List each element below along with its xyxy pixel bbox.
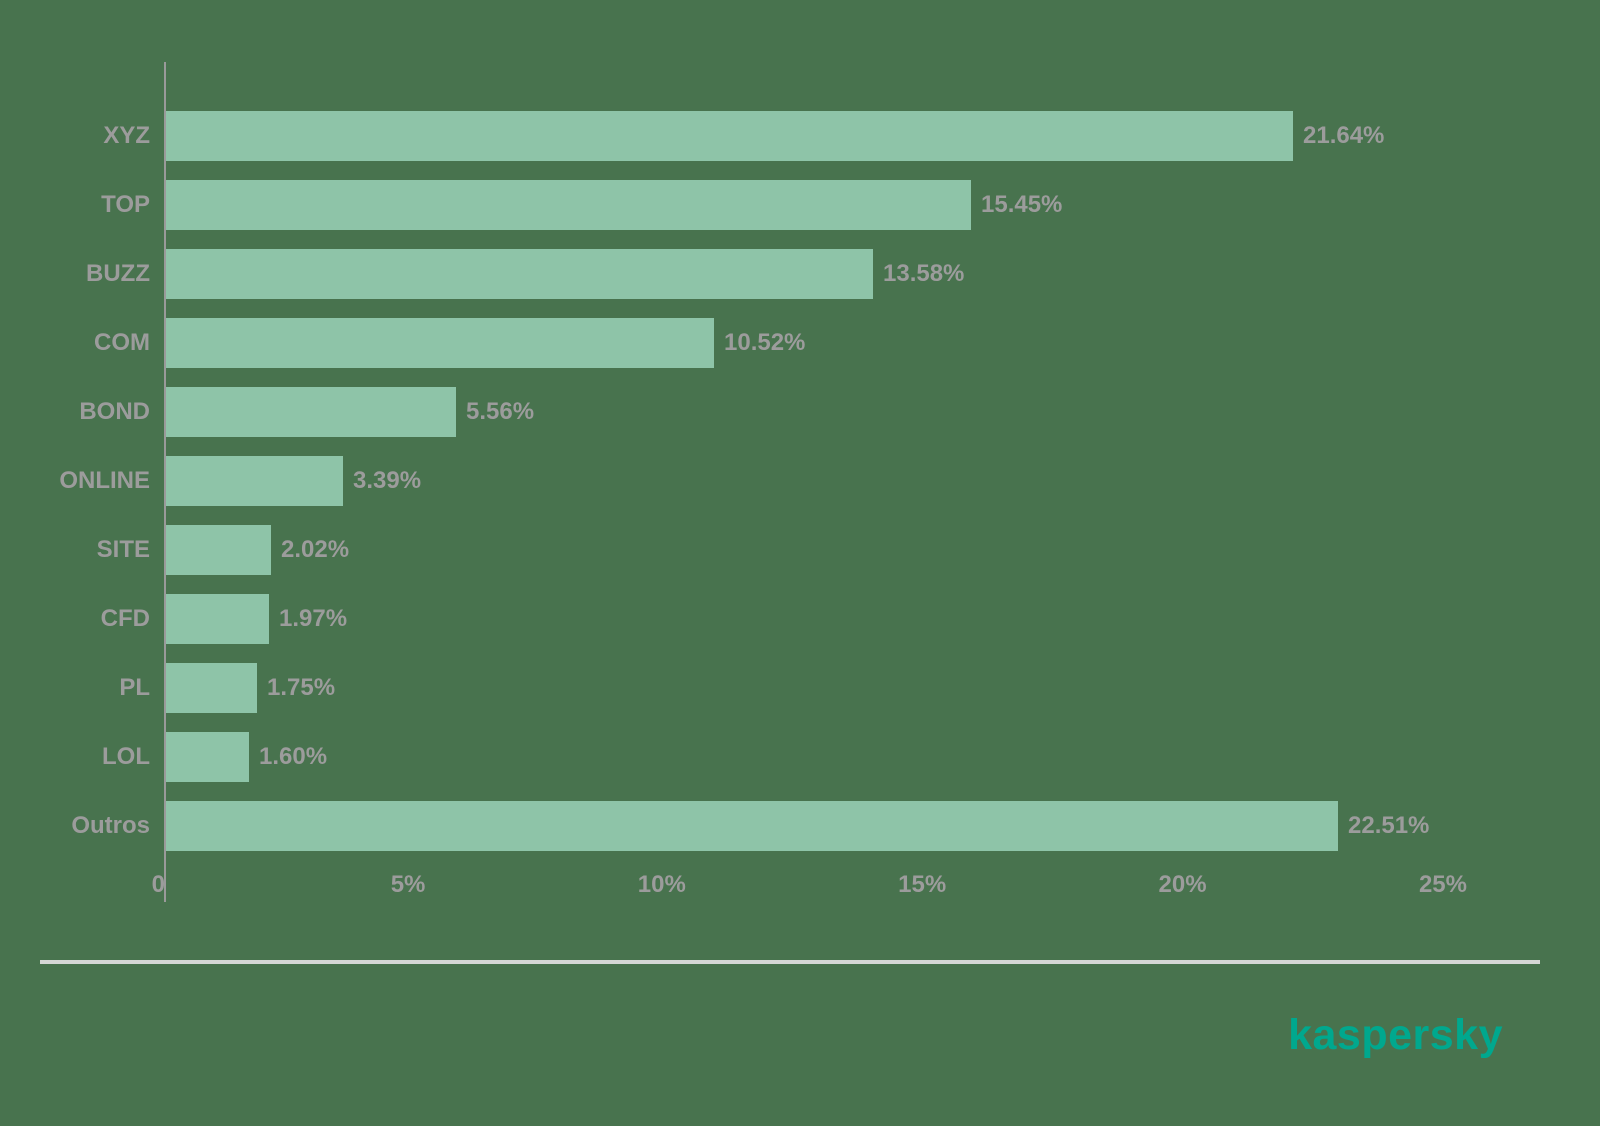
category-label: SITE	[96, 536, 150, 563]
bar	[166, 387, 456, 437]
x-axis-tick-label: 0	[151, 871, 165, 898]
value-label: 5.56%	[466, 398, 535, 425]
bar	[166, 732, 249, 782]
bar	[166, 318, 714, 368]
category-label: XYZ	[103, 122, 150, 149]
bar	[166, 249, 873, 299]
bar	[166, 594, 269, 644]
value-label: 1.60%	[259, 743, 328, 770]
value-label: 13.58%	[883, 260, 965, 287]
bar	[166, 456, 343, 506]
category-label: TOP	[101, 191, 150, 218]
x-axis-tick-label: 5%	[390, 871, 426, 898]
bar	[166, 801, 1338, 851]
category-label: CFD	[100, 605, 150, 632]
value-label: 22.51%	[1348, 812, 1430, 839]
category-label: BOND	[79, 398, 150, 425]
value-label: 10.52%	[724, 329, 806, 356]
bar	[166, 525, 271, 575]
value-label: 1.75%	[267, 674, 336, 701]
category-label: BUZZ	[86, 260, 150, 287]
category-label: Outros	[71, 812, 150, 839]
kaspersky-logo: kaspersky	[1288, 1011, 1503, 1059]
bar	[166, 663, 257, 713]
value-label: 15.45%	[981, 191, 1063, 218]
x-axis-tick-label: 15%	[898, 871, 947, 898]
bar	[166, 111, 1293, 161]
category-label: LOL	[102, 743, 150, 770]
category-label: PL	[119, 674, 150, 701]
bar	[166, 180, 971, 230]
y-axis-line	[164, 62, 166, 902]
value-label: 2.02%	[281, 536, 350, 563]
x-axis-tick-label: 20%	[1158, 871, 1207, 898]
value-label: 3.39%	[353, 467, 422, 494]
footer-divider	[40, 960, 1540, 964]
category-label: COM	[94, 329, 150, 356]
value-label: 21.64%	[1303, 122, 1385, 149]
value-label: 1.97%	[279, 605, 348, 632]
category-label: ONLINE	[59, 467, 150, 494]
x-axis-tick-label: 25%	[1418, 871, 1467, 898]
x-axis-tick-label: 10%	[637, 871, 686, 898]
